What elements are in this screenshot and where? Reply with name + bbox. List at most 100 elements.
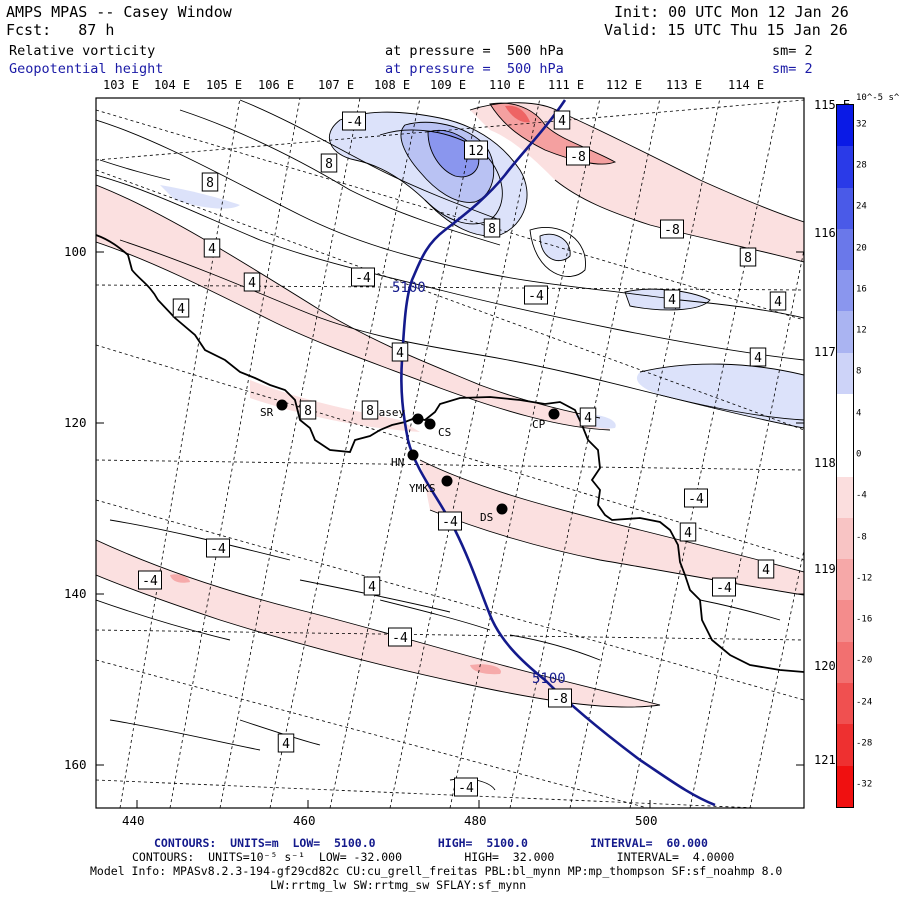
- contour-label: -4: [688, 492, 704, 507]
- colorbar-label: -24: [856, 697, 873, 708]
- station-dot: [276, 399, 288, 411]
- x-tick-label: 440: [122, 813, 145, 828]
- contour-label: 4: [558, 114, 566, 129]
- station-ymks-label: YMKS: [409, 482, 436, 495]
- colorbar-label: 24: [856, 201, 867, 212]
- contour-label-box: [483, 218, 501, 238]
- station-dot: [496, 503, 508, 515]
- lon-label: 114 E: [728, 78, 765, 92]
- lon-label: 104 E: [154, 78, 191, 92]
- colorbar-label: -8: [856, 532, 867, 543]
- stations: SR Casey CS CP HN YMKS DS: [260, 399, 560, 524]
- x-tick-label: 460: [293, 813, 316, 828]
- y-tick-label: 120: [64, 415, 87, 430]
- footer-model-info: Model Info: MPASv8.2.3-194-gf29cd82c CU:…: [90, 864, 783, 878]
- colorbar-swatch: [837, 600, 853, 642]
- footer-contours-vorticity: CONTOURS: UNITS=10⁻⁵ s⁻¹ LOW= -32.000 HI…: [132, 850, 735, 864]
- station-dot: [412, 413, 424, 425]
- footer-physics: LW:rrtmg_lw SW:rrtmg_sw SFLAY:sf_mynn: [270, 878, 527, 892]
- y-axis-ticks: [96, 251, 804, 808]
- station-cp-label: CP: [532, 418, 546, 431]
- contour-label: -4: [716, 581, 732, 596]
- contour-label-box: [464, 140, 488, 160]
- field2-name: Geopotential height: [9, 61, 164, 77]
- contour-label: 4: [668, 293, 676, 308]
- lon-label: 109 E: [430, 78, 467, 92]
- height-label: 5100: [532, 671, 566, 687]
- contour-label: -8: [664, 223, 680, 238]
- contour-labels: -4 4 12 -8 8 8 -8 8 8 4 4 -4 -4 4 4 4 4 4 8 8 4 -4 -4 4 -4 4 -4 4 -4…: [138, 110, 787, 797]
- colorbar-swatch: [837, 517, 853, 560]
- colorbar-label: 20: [856, 243, 867, 254]
- contour-label-box: [660, 219, 684, 239]
- colorbar-swatch: [837, 682, 853, 725]
- lon-label: 108 E: [374, 78, 411, 92]
- contour-label-box: [361, 400, 379, 420]
- init-time: Init: 00 UTC Mon 12 Jan 26: [614, 3, 849, 21]
- station-hn-label: HN: [391, 456, 404, 469]
- station-dot: [407, 449, 419, 461]
- contour-label: 4: [754, 351, 762, 366]
- lon-label: 106 E: [258, 78, 295, 92]
- contour-label: 12: [468, 144, 484, 159]
- contour-label-box: [739, 247, 757, 267]
- field2-level: at pressure = 500 hPa: [385, 61, 564, 77]
- map-border: [95, 97, 805, 809]
- contour-label-box: [277, 733, 295, 753]
- colorbar-label: 28: [856, 160, 867, 171]
- colorbar-swatch: [837, 724, 853, 766]
- colorbar-label: 16: [856, 284, 867, 295]
- y-tick-label: 140: [64, 586, 87, 601]
- contour-label-box: [172, 298, 190, 318]
- station-dot: [424, 418, 436, 430]
- colorbar-swatch: [837, 146, 853, 188]
- forecast-hour: Fcst: 87 h: [6, 21, 115, 39]
- colorbar-swatch: [837, 187, 853, 229]
- latlon-grid: [96, 98, 804, 808]
- map-title: AMPS MPAS -- Casey Window: [6, 3, 232, 21]
- colorbar-swatch: [837, 352, 853, 394]
- contour-label: 4: [684, 526, 692, 541]
- colorbar-swatch: [837, 270, 853, 312]
- lon-label: 103 E: [103, 78, 140, 92]
- colorbar-label: 8: [856, 366, 862, 377]
- coastline: [96, 234, 804, 673]
- contour-label-box: [524, 285, 548, 305]
- contour-label-box: [679, 522, 697, 542]
- contour-label-box: [342, 111, 366, 131]
- vorticity-contours: [96, 99, 804, 791]
- colorbar-label: -32: [856, 779, 873, 790]
- colorbar-label: -4: [856, 490, 867, 501]
- colorbar-swatch: [837, 476, 853, 518]
- contour-label-box: [454, 777, 478, 797]
- colorbar-swatch: [837, 559, 853, 601]
- contour-label: 4: [396, 346, 404, 361]
- contour-label-box: [203, 238, 221, 258]
- height-label: 5100: [392, 280, 426, 296]
- station-casey-label: Casey: [372, 406, 405, 419]
- contour-label-box: [663, 289, 681, 309]
- contour-label: 8: [488, 222, 496, 237]
- lon-label: 111 E: [548, 78, 585, 92]
- colorbar-swatch: [837, 641, 853, 683]
- contour-label: 4: [248, 276, 256, 291]
- contour-label: 4: [208, 242, 216, 257]
- field2-smooth: sm= 2: [772, 61, 813, 77]
- vorticity-shading: [96, 102, 804, 708]
- lon-label: 105 E: [206, 78, 243, 92]
- contour-label: -4: [210, 542, 226, 557]
- colorbar-swatch: [837, 435, 853, 477]
- contour-label-box: [351, 267, 375, 287]
- contour-label: -4: [458, 781, 474, 796]
- colorbar-swatch: [837, 311, 853, 353]
- contour-label: -4: [392, 631, 408, 646]
- field1-smooth: sm= 2: [772, 43, 813, 59]
- colorbar-label: -16: [856, 614, 873, 625]
- contour-label: 4: [368, 580, 376, 595]
- colorbar-label: -28: [856, 738, 873, 749]
- colorbar-label: -20: [856, 655, 873, 666]
- footer-contours-height: CONTOURS: UNITS=m LOW= 5100.0 HIGH= 5100…: [154, 836, 708, 850]
- contour-label: 8: [366, 404, 374, 419]
- contour-label: -4: [346, 115, 362, 130]
